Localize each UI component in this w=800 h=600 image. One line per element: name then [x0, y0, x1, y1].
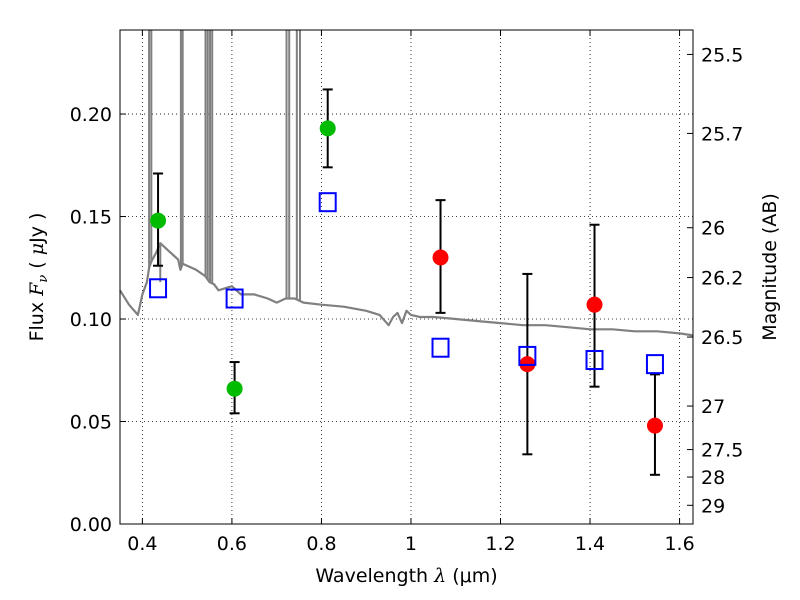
x-tick-label: 1 — [405, 533, 417, 555]
model-flux-marker — [518, 345, 537, 366]
model-flux-marker — [149, 278, 168, 299]
y-tick-label: 0.05 — [70, 412, 112, 434]
y2-tick-label: 26.2 — [701, 268, 743, 290]
x-axis-title-prefix: Wavelength — [315, 565, 434, 587]
data-point — [646, 417, 663, 434]
y-axis: 0.00 0.05 0.10 0.15 0.20 — [70, 104, 126, 536]
y-axis-title-unit: Jy ) — [26, 213, 48, 244]
y-tick-label: 0.20 — [70, 104, 112, 126]
data-points — [149, 88, 664, 476]
x-tick-label: 0.8 — [306, 533, 336, 555]
model-spectrum — [119, 30, 694, 337]
model-flux-marker — [318, 192, 337, 213]
y-tick-label: 0.15 — [70, 207, 112, 229]
x-axis-title: Wavelength λ (μm) — [315, 565, 497, 587]
y-tick-label: 0.00 — [70, 514, 112, 536]
model-flux-marker — [225, 288, 244, 309]
model-flux-marker — [431, 337, 450, 358]
x-axis: 0.4 0.6 0.8 1 1.2 1.4 1.6 — [127, 30, 695, 555]
data-point — [586, 296, 603, 313]
y-axis-title-symbol: F — [26, 282, 48, 297]
x-tick-label: 0.4 — [127, 533, 157, 555]
x-tick-label: 1.2 — [485, 533, 515, 555]
y2-tick-label: 25.7 — [701, 123, 743, 145]
y2-tick-label: 25.5 — [701, 44, 743, 66]
y-tick-label: 0.10 — [70, 309, 112, 331]
y-axis-title-unit-symbol: μ — [26, 243, 48, 255]
y-axis-title-sub: ν — [36, 275, 51, 283]
data-point — [150, 212, 167, 229]
y-axis-title-prefix: Flux — [26, 296, 48, 342]
x-tick-label: 1.4 — [575, 533, 605, 555]
y2-tick-label: 28 — [701, 467, 725, 489]
y2-axis-title: Magnitude (AB) — [759, 193, 781, 341]
data-point — [226, 380, 243, 397]
y-axis-title: Flux Fν ( μJy ) — [26, 213, 51, 342]
y2-tick-label: 26.5 — [701, 327, 743, 349]
y2-tick-label: 29 — [701, 495, 725, 517]
y2-tick-label: 26 — [701, 218, 725, 240]
y2-axis: 25.5 25.7 26 26.2 26.5 27 27.5 28 29 — [687, 44, 743, 517]
x-axis-title-symbol: λ — [433, 565, 446, 587]
y2-tick-label: 27.5 — [701, 440, 743, 462]
plot-frame — [119, 29, 694, 525]
y-axis-title-open: ( — [26, 255, 48, 275]
x-axis-title-suffix: (μm) — [446, 565, 497, 587]
data-point — [432, 249, 449, 266]
data-point — [319, 120, 336, 137]
y2-tick-label: 27 — [701, 396, 725, 418]
x-tick-label: 0.6 — [217, 533, 247, 555]
model-flux-marker — [645, 354, 664, 375]
model-flux-marker — [585, 350, 604, 371]
x-tick-label: 1.6 — [664, 533, 694, 555]
